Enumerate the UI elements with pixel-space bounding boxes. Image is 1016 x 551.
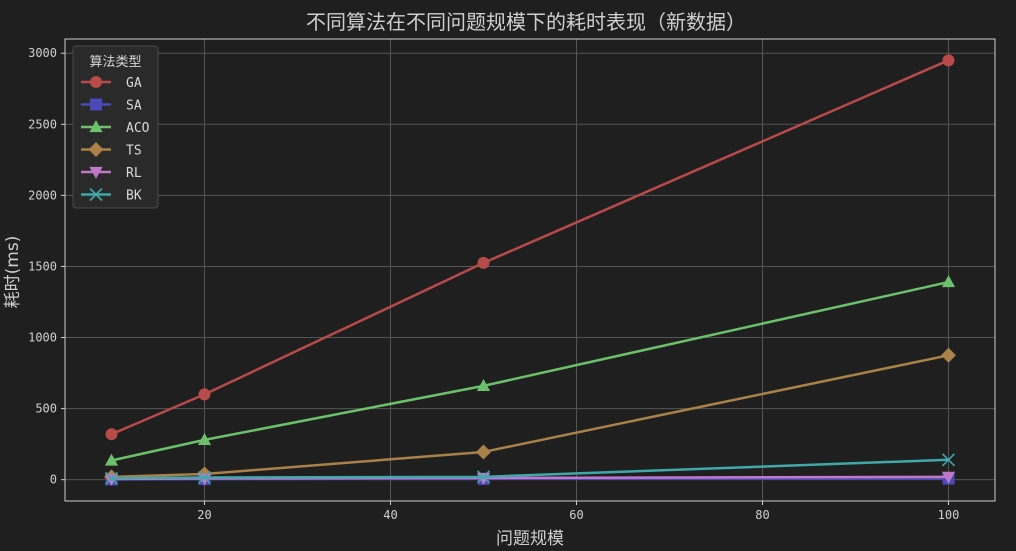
data-point-aco: [476, 378, 491, 391]
legend-label-bk: BK: [126, 189, 142, 204]
data-point-ts: [941, 347, 956, 363]
series-line-ga: [111, 59, 949, 436]
data-point-ga: [105, 428, 118, 441]
marker-stroke: [89, 187, 103, 202]
y-tick-label: 2000: [28, 188, 57, 202]
x-tick-label: 60: [569, 508, 583, 522]
data-point-aco: [941, 275, 956, 288]
legend-label-rl: RL: [126, 166, 142, 181]
series-line-ts: [111, 354, 949, 479]
marker-stroke: [941, 453, 956, 467]
x-tick-label: 80: [755, 508, 769, 522]
legend-marker-ga: [90, 76, 102, 88]
legend-item-aco: ACO: [81, 120, 150, 136]
series-line-bk: [111, 458, 949, 480]
plot-frame: [64, 38, 996, 502]
data-series: [104, 54, 956, 486]
x-tick-label: 20: [197, 508, 211, 522]
legend-item-rl: RL: [81, 166, 142, 181]
legend-item-bk: BK: [81, 187, 142, 204]
data-point-bk: [941, 453, 956, 467]
legend-label-ga: GA: [126, 76, 142, 91]
legend-marker-aco: [89, 120, 103, 133]
y-axis-label: 耗时(ms): [3, 236, 23, 309]
marker-stroke: [197, 470, 212, 485]
legend-item-ga: GA: [81, 76, 142, 91]
data-point-ga: [477, 256, 490, 269]
chart-title: 不同算法在不同问题规模下的耗时表现（新数据）: [306, 10, 746, 34]
data-point-aco: [197, 432, 212, 445]
y-tick-label: 1500: [28, 259, 57, 273]
legend-title: 算法类型: [89, 55, 141, 70]
data-point-bk: [197, 470, 212, 485]
marker-stroke: [476, 470, 491, 484]
data-point-ga: [942, 54, 955, 67]
series-line-aco: [111, 280, 949, 462]
legend-marker-sa: [90, 98, 102, 111]
marker-stroke: [104, 471, 119, 485]
data-point-ga: [198, 388, 211, 401]
series-ga: [105, 54, 955, 441]
legend-label-ts: TS: [126, 144, 142, 159]
y-tick-label: 3000: [28, 46, 57, 60]
x-tick-label: 40: [383, 508, 397, 522]
data-point-aco: [104, 453, 119, 466]
data-point-bk: [104, 471, 119, 485]
data-point-rl: [104, 473, 119, 486]
x-tick-label: 100: [938, 508, 960, 522]
y-tick-label: 2500: [28, 117, 57, 131]
grid: [65, 39, 995, 501]
legend-label-aco: ACO: [126, 121, 150, 136]
legend-item-ts: TS: [81, 142, 142, 159]
series-aco: [104, 275, 956, 466]
x-axis-label: 问题规模: [496, 529, 564, 549]
y-tick-label: 1000: [28, 331, 57, 345]
data-point-rl: [941, 471, 956, 484]
legend-marker-rl: [89, 166, 103, 179]
legend: 算法类型 GA SA ACO TS RL BK: [72, 45, 159, 209]
data-point-ts: [476, 444, 491, 460]
series-bk: [104, 453, 956, 485]
y-tick-label: 0: [50, 473, 57, 487]
legend-item-sa: SA: [81, 98, 142, 114]
legend-label-sa: SA: [126, 99, 142, 114]
legend-marker-bk: [89, 187, 103, 202]
data-point-bk: [476, 470, 491, 484]
y-tick-label: 500: [35, 402, 57, 416]
legend-marker-ts: [88, 142, 104, 157]
